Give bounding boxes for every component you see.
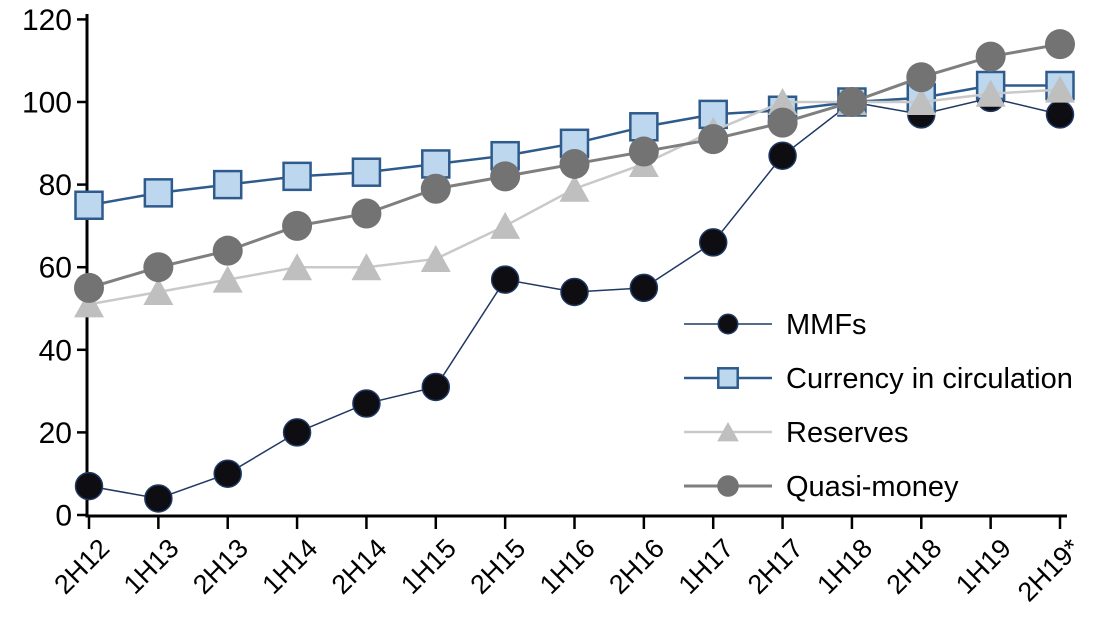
marker-quasi-money (420, 173, 451, 204)
marker-mmfs (629, 273, 659, 303)
legend-item-quasi-money: Quasi-money (684, 471, 959, 503)
x-tick-label: 2H17 (742, 533, 809, 600)
x-tick-label: 2H16 (603, 533, 670, 600)
marker-reserves (767, 88, 798, 115)
series-mmfs (74, 83, 1075, 513)
x-tick-label: 1H15 (395, 533, 462, 600)
marker-currency-in-circulation (351, 157, 382, 187)
marker-currency-in-circulation (74, 190, 104, 220)
x-tick-label: 2H18 (881, 533, 948, 600)
marker-quasi-money (698, 124, 729, 155)
marker-quasi-money (282, 210, 313, 241)
marker-mmfs (421, 372, 451, 402)
marker-quasi-money (975, 41, 1006, 72)
marker-reserves (282, 253, 313, 281)
legend-item-mmfs: MMFs (684, 309, 867, 341)
marker-reserves (975, 79, 1006, 107)
y-tick-label: 60 (39, 252, 72, 285)
marker-reserves (212, 265, 243, 293)
series-quasi-money (74, 29, 1075, 303)
x-tick-label: 2H14 (326, 533, 393, 600)
marker-mmfs (560, 277, 589, 307)
marker-currency-in-circulation (282, 161, 312, 192)
x-tick-label: 2H13 (187, 533, 254, 600)
marker-quasi-money (490, 161, 521, 192)
x-tick-label: 2H19* (1012, 533, 1087, 608)
marker-reserves (559, 174, 590, 202)
marker-mmfs (352, 389, 381, 418)
marker-quasi-money (143, 252, 174, 283)
legend-item-currency-in-circulation: Currency in circulation (684, 363, 1073, 395)
marker-reserves (351, 253, 382, 281)
legend-item-reserves: Reserves (684, 417, 909, 449)
marker-quasi-money (74, 272, 104, 303)
y-tick-label: 20 (39, 417, 72, 450)
marker-quasi-money (1045, 29, 1075, 60)
y-tick-label: 40 (39, 334, 72, 367)
marker-currency-in-circulation (629, 112, 659, 142)
marker-mmfs (144, 484, 173, 513)
x-tick-label: 1H18 (811, 533, 878, 600)
marker-reserves (143, 277, 174, 305)
marker-currency-in-circulation (212, 169, 243, 200)
x-tick-label: 2H15 (465, 533, 532, 600)
x-tick-label: 1H13 (118, 533, 185, 600)
marker-mmfs (213, 459, 242, 488)
marker-currency-in-circulation (421, 149, 451, 179)
legend-marker-quasi-money (717, 475, 739, 497)
legend-marker-currency-in-circulation (717, 367, 739, 389)
marker-quasi-money (212, 235, 243, 266)
legend-label-reserves: Reserves (786, 417, 909, 449)
marker-mmfs (490, 265, 520, 294)
marker-reserves (490, 211, 521, 239)
legend-label-mmfs: MMFs (786, 309, 867, 341)
marker-mmfs (698, 228, 728, 257)
legend-label-quasi-money: Quasi-money (786, 471, 959, 503)
y-tick-label: 120 (22, 4, 72, 37)
marker-quasi-money (559, 148, 590, 179)
marker-quasi-money (836, 87, 867, 117)
legend-marker-mmfs (717, 313, 739, 335)
marker-reserves (74, 290, 104, 318)
marker-mmfs (282, 418, 312, 447)
marker-quasi-money (628, 136, 659, 167)
legend-marker-reserves (717, 421, 739, 442)
marker-quasi-money (767, 107, 798, 138)
marker-reserves (420, 244, 451, 272)
y-tick-label: 100 (22, 87, 72, 120)
marker-mmfs (768, 141, 797, 170)
marker-reserves (1045, 75, 1075, 103)
y-tick-label: 80 (39, 169, 72, 202)
x-tick-label: 1H19 (950, 533, 1017, 600)
x-tick-label: 2H12 (48, 533, 115, 600)
legend-label-currency-in-circulation: Currency in circulation (786, 363, 1073, 395)
marker-reserves (906, 88, 937, 115)
x-tick-label: 1H16 (534, 533, 601, 600)
marker-currency-in-circulation (143, 178, 174, 208)
x-tick-label: 1H14 (256, 533, 323, 600)
x-tick-label: 1H17 (673, 533, 740, 600)
marker-quasi-money (351, 198, 382, 229)
marker-quasi-money (906, 62, 937, 93)
marker-mmfs (74, 471, 104, 501)
marker-mmfs (1045, 100, 1075, 129)
y-tick-label: 0 (55, 500, 72, 533)
